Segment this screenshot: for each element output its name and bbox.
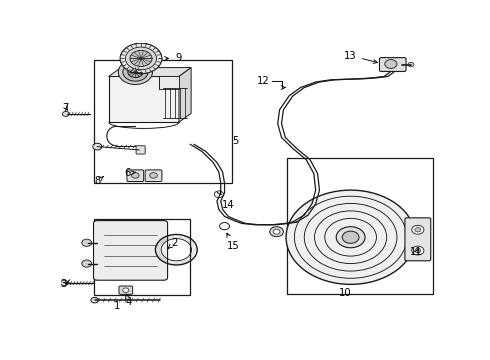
Circle shape <box>150 173 157 178</box>
Circle shape <box>118 59 152 85</box>
Circle shape <box>60 280 68 286</box>
FancyBboxPatch shape <box>379 58 406 72</box>
Circle shape <box>62 111 69 116</box>
Circle shape <box>286 190 415 284</box>
FancyBboxPatch shape <box>94 221 168 280</box>
Text: 1: 1 <box>114 301 121 311</box>
Bar <box>109 76 179 122</box>
Circle shape <box>123 288 129 292</box>
Circle shape <box>130 50 152 67</box>
Text: 9: 9 <box>165 53 181 63</box>
Circle shape <box>82 239 92 246</box>
Circle shape <box>93 143 102 150</box>
Circle shape <box>408 62 414 67</box>
Text: 12: 12 <box>257 76 270 86</box>
Circle shape <box>336 227 365 248</box>
Circle shape <box>343 231 359 243</box>
Polygon shape <box>159 76 179 89</box>
Circle shape <box>412 225 424 234</box>
Circle shape <box>123 63 148 81</box>
Text: 13: 13 <box>344 51 377 63</box>
Text: 14: 14 <box>217 190 235 210</box>
Text: 11: 11 <box>410 247 423 257</box>
Circle shape <box>91 297 98 303</box>
Text: 8: 8 <box>94 176 103 186</box>
Text: 6: 6 <box>124 168 136 179</box>
Text: 5: 5 <box>232 136 238 146</box>
Circle shape <box>385 59 397 68</box>
Circle shape <box>273 229 280 234</box>
Circle shape <box>120 43 162 74</box>
FancyBboxPatch shape <box>145 170 162 181</box>
Circle shape <box>412 246 424 255</box>
Text: 10: 10 <box>339 288 352 298</box>
FancyBboxPatch shape <box>127 170 144 181</box>
Circle shape <box>131 173 139 178</box>
FancyBboxPatch shape <box>119 286 133 294</box>
Circle shape <box>270 227 283 237</box>
Circle shape <box>128 67 143 77</box>
FancyBboxPatch shape <box>405 218 431 261</box>
Bar <box>287 158 433 294</box>
Text: 7: 7 <box>63 103 69 113</box>
Circle shape <box>82 260 92 267</box>
Circle shape <box>125 47 157 70</box>
Circle shape <box>415 248 421 253</box>
Text: 2: 2 <box>168 238 177 248</box>
Polygon shape <box>109 68 191 76</box>
Text: 4: 4 <box>125 294 132 307</box>
Polygon shape <box>179 68 191 122</box>
Text: 15: 15 <box>226 233 239 251</box>
Bar <box>94 60 232 183</box>
FancyBboxPatch shape <box>136 146 145 154</box>
Text: 3: 3 <box>60 279 71 289</box>
Bar <box>94 219 190 296</box>
Circle shape <box>415 228 421 232</box>
